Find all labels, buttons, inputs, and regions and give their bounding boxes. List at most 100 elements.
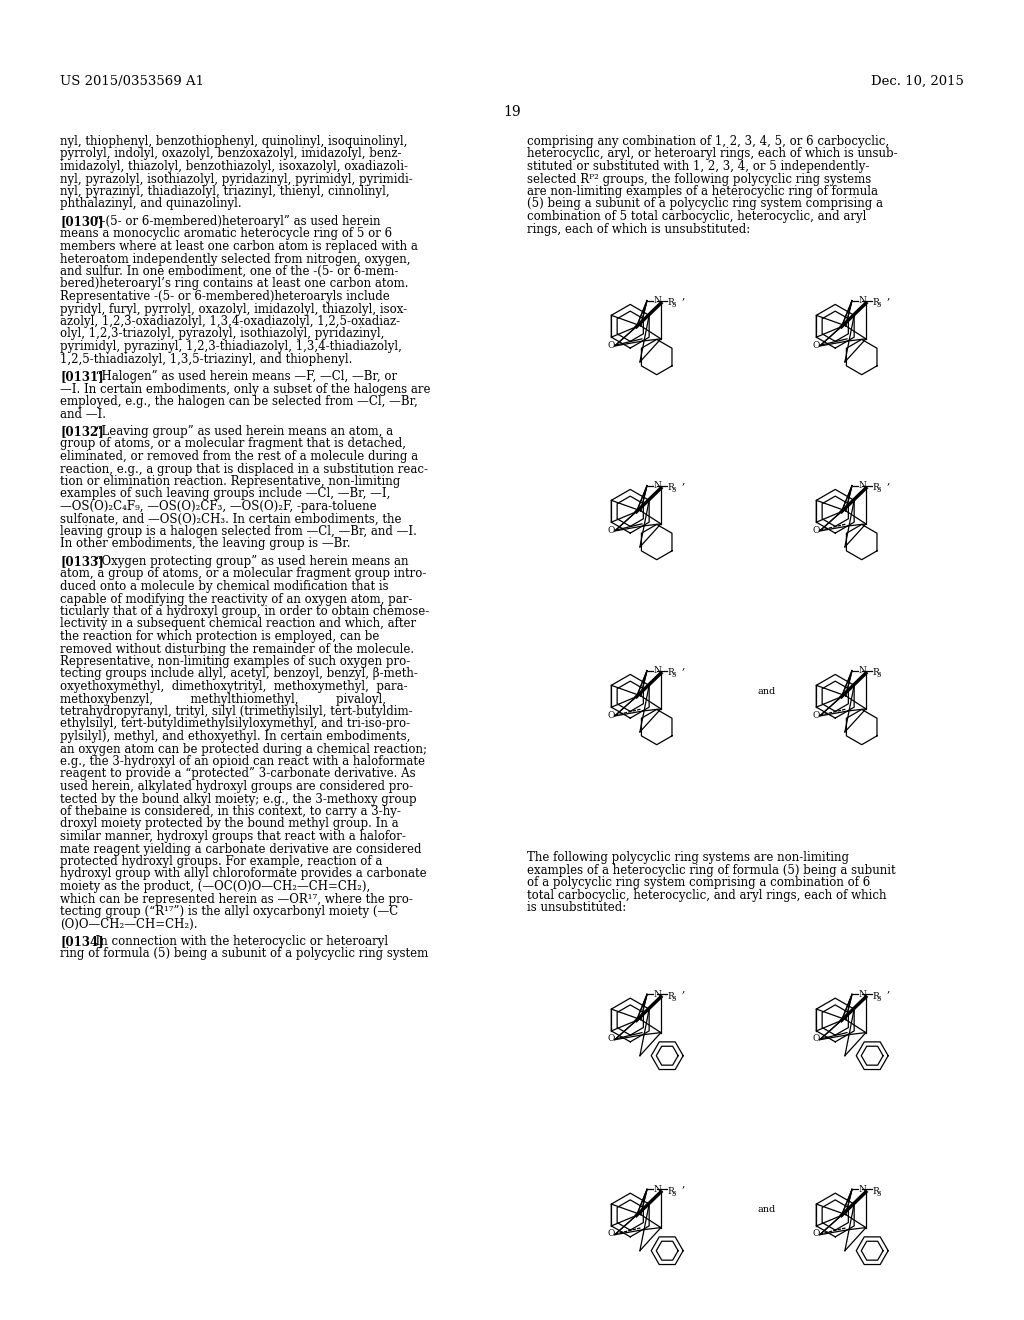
Text: nyl, pyrazolyl, isothiazolyl, pyridazinyl, pyrimidyl, pyrimidi-: nyl, pyrazolyl, isothiazolyl, pyridaziny… — [60, 173, 413, 186]
Text: O: O — [813, 1035, 820, 1043]
Text: O: O — [813, 710, 820, 719]
Text: 1,2,5-thiadiazolyl, 1,3,5-triazinyl, and thiophenyl.: 1,2,5-thiadiazolyl, 1,3,5-triazinyl, and… — [60, 352, 352, 366]
Text: protected hydroxyl groups. For example, reaction of a: protected hydroxyl groups. For example, … — [60, 855, 382, 869]
Text: tecting groups include allyl, acetyl, benzoyl, benzyl, β-meth-: tecting groups include allyl, acetyl, be… — [60, 668, 418, 681]
Text: R: R — [872, 298, 879, 306]
Text: ticularly that of a hydroxyl group, in order to obtain chemose-: ticularly that of a hydroxyl group, in o… — [60, 605, 429, 618]
Text: —I. In certain embodiments, only a subset of the halogens are: —I. In certain embodiments, only a subse… — [60, 383, 430, 396]
Text: 3: 3 — [672, 1189, 676, 1197]
Text: hydroxyl group with allyl chloroformate provides a carbonate: hydroxyl group with allyl chloroformate … — [60, 867, 427, 880]
Text: [0131]: [0131] — [60, 370, 103, 383]
Text: mate reagent yielding a carbonate derivative are considered: mate reagent yielding a carbonate deriva… — [60, 842, 422, 855]
Text: sulfonate, and —OS(O)₂CH₃. In certain embodiments, the: sulfonate, and —OS(O)₂CH₃. In certain em… — [60, 512, 401, 525]
Text: —OS(O)₂C₄F₉, —OS(O)₂CF₃, —OS(O)₂F, -para-toluene: —OS(O)₂C₄F₉, —OS(O)₂CF₃, —OS(O)₂F, -para… — [60, 500, 377, 513]
Text: examples of such leaving groups include —Cl, —Br, —I,: examples of such leaving groups include … — [60, 487, 390, 500]
Text: 3: 3 — [672, 486, 676, 494]
Text: The following polycyclic ring systems are non-limiting: The following polycyclic ring systems ar… — [527, 851, 849, 865]
Text: In other embodiments, the leaving group is —Br.: In other embodiments, the leaving group … — [60, 537, 350, 550]
Text: tected by the bound alkyl moiety; e.g., the 3-methoxy group: tected by the bound alkyl moiety; e.g., … — [60, 792, 417, 805]
Text: atom, a group of atoms, or a molecular fragment group intro-: atom, a group of atoms, or a molecular f… — [60, 568, 426, 581]
Text: ,: , — [682, 1179, 685, 1188]
Text: phthalazinyl, and quinazolinyl.: phthalazinyl, and quinazolinyl. — [60, 198, 242, 210]
Text: methoxybenzyl,          methylthiomethyl,          pivaloyl,: methoxybenzyl, methylthiomethyl, pivaloy… — [60, 693, 386, 705]
Text: selected Rᴾ² groups, the following polycyclic ring systems: selected Rᴾ² groups, the following polyc… — [527, 173, 871, 186]
Text: 3: 3 — [672, 301, 676, 309]
Text: Representative -(5- or 6-membered)heteroaryls include: Representative -(5- or 6-membered)hetero… — [60, 290, 390, 304]
Text: heteroatom independently selected from nitrogen, oxygen,: heteroatom independently selected from n… — [60, 252, 411, 265]
Text: the reaction for which protection is employed, can be: the reaction for which protection is emp… — [60, 630, 379, 643]
Text: N: N — [858, 667, 866, 675]
Text: R: R — [668, 298, 674, 306]
Text: nyl, thiophenyl, benzothiophenyl, quinolinyl, isoquinolinyl,: nyl, thiophenyl, benzothiophenyl, quinol… — [60, 135, 408, 148]
Text: [0130]: [0130] — [60, 215, 103, 228]
Text: azolyl, 1,2,3-oxadiazolyl, 1,3,4-oxadiazolyl, 1,2,5-oxadiaz-: azolyl, 1,2,3-oxadiazolyl, 1,3,4-oxadiaz… — [60, 315, 400, 327]
Text: eliminated, or removed from the rest of a molecule during a: eliminated, or removed from the rest of … — [60, 450, 418, 463]
Text: US 2015/0353569 A1: US 2015/0353569 A1 — [60, 75, 204, 88]
Text: are non-limiting examples of a heterocyclic ring of formula: are non-limiting examples of a heterocyc… — [527, 185, 878, 198]
Text: oxyethoxymethyl,  dimethoxytrityl,  methoxymethyl,  para-: oxyethoxymethyl, dimethoxytrityl, methox… — [60, 680, 408, 693]
Text: N: N — [858, 480, 866, 490]
Text: “-(5- or 6-membered)heteroaryl” as used herein: “-(5- or 6-membered)heteroaryl” as used … — [88, 215, 381, 228]
Text: ,: , — [682, 290, 685, 300]
Text: (O)O—CH₂—CH=CH₂).: (O)O—CH₂—CH=CH₂). — [60, 917, 198, 931]
Text: N: N — [653, 667, 662, 675]
Text: droxyl moiety protected by the bound methyl group. In a: droxyl moiety protected by the bound met… — [60, 817, 398, 830]
Text: capable of modifying the reactivity of an oxygen atom, par-: capable of modifying the reactivity of a… — [60, 593, 413, 606]
Text: N: N — [858, 990, 866, 999]
Text: bered)heteroaryl’s ring contains at least one carbon atom.: bered)heteroaryl’s ring contains at leas… — [60, 277, 409, 290]
Text: tecting group (“R¹⁷”) is the allyl oxycarbonyl moiety (—C: tecting group (“R¹⁷”) is the allyl oxyca… — [60, 906, 398, 917]
Text: duced onto a molecule by chemical modification that is: duced onto a molecule by chemical modifi… — [60, 579, 389, 593]
Text: O: O — [607, 710, 615, 719]
Text: R: R — [668, 668, 674, 677]
Text: ,: , — [682, 475, 685, 484]
Text: R: R — [668, 1187, 674, 1196]
Text: R: R — [668, 483, 674, 492]
Text: 3: 3 — [877, 1189, 882, 1197]
Text: and: and — [758, 1205, 776, 1214]
Text: e.g., the 3-hydroxyl of an opioid can react with a haloformate: e.g., the 3-hydroxyl of an opioid can re… — [60, 755, 425, 768]
Text: “Halogen” as used herein means —F, —Cl, —Br, or: “Halogen” as used herein means —F, —Cl, … — [88, 370, 397, 383]
Text: imidazolyl, thiazolyl, benzothiazolyl, isoxazolyl, oxadiazoli-: imidazolyl, thiazolyl, benzothiazolyl, i… — [60, 160, 408, 173]
Text: nyl, pyrazinyl, thiadiazolyl, triazinyl, thienyl, cinnolinyl,: nyl, pyrazinyl, thiadiazolyl, triazinyl,… — [60, 185, 389, 198]
Text: ,: , — [682, 660, 685, 669]
Text: and —I.: and —I. — [60, 408, 106, 421]
Text: group of atoms, or a molecular fragment that is detached,: group of atoms, or a molecular fragment … — [60, 437, 406, 450]
Text: O: O — [607, 1229, 615, 1238]
Text: pyrrolyl, indolyl, oxazolyl, benzoxazolyl, imidazolyl, benz-: pyrrolyl, indolyl, oxazolyl, benzoxazoly… — [60, 148, 401, 161]
Text: [0133]: [0133] — [60, 554, 103, 568]
Text: and: and — [758, 686, 776, 696]
Text: removed without disturbing the remainder of the molecule.: removed without disturbing the remainder… — [60, 643, 414, 656]
Text: Representative, non-limiting examples of such oxygen pro-: Representative, non-limiting examples of… — [60, 655, 411, 668]
Text: used herein, alkylated hydroxyl groups are considered pro-: used herein, alkylated hydroxyl groups a… — [60, 780, 413, 793]
Text: tetrahydropyranyl, trityl, silyl (trimethylsilyl, tert-butyldim-: tetrahydropyranyl, trityl, silyl (trimet… — [60, 705, 413, 718]
Text: ethylsilyl, tert-butyldimethylsilyloxymethyl, and tri-iso-pro-: ethylsilyl, tert-butyldimethylsilyloxyme… — [60, 718, 411, 730]
Text: pylsilyl), methyl, and ethoxyethyl. In certain embodiments,: pylsilyl), methyl, and ethoxyethyl. In c… — [60, 730, 411, 743]
Text: R: R — [668, 991, 674, 1001]
Text: is unsubstituted:: is unsubstituted: — [527, 902, 627, 915]
Text: R: R — [872, 483, 879, 492]
Text: N: N — [858, 1185, 866, 1193]
Text: R: R — [872, 991, 879, 1001]
Text: 3: 3 — [672, 994, 676, 1003]
Text: N: N — [653, 296, 662, 305]
Text: O: O — [607, 525, 615, 535]
Text: pyrimidyl, pyrazinyl, 1,2,3-thiadiazolyl, 1,3,4-thiadiazolyl,: pyrimidyl, pyrazinyl, 1,2,3-thiadiazolyl… — [60, 341, 401, 352]
Text: R: R — [872, 1187, 879, 1196]
Text: of a polycyclic ring system comprising a combination of 6: of a polycyclic ring system comprising a… — [527, 876, 870, 890]
Text: similar manner, hydroxyl groups that react with a halofor-: similar manner, hydroxyl groups that rea… — [60, 830, 406, 843]
Text: N: N — [858, 296, 866, 305]
Text: O: O — [813, 525, 820, 535]
Text: “Oxygen protecting group” as used herein means an: “Oxygen protecting group” as used herein… — [88, 554, 409, 568]
Text: O: O — [607, 1035, 615, 1043]
Text: an oxygen atom can be protected during a chemical reaction;: an oxygen atom can be protected during a… — [60, 742, 427, 755]
Text: examples of a heterocyclic ring of formula (5) being a subunit: examples of a heterocyclic ring of formu… — [527, 863, 896, 876]
Text: [0132]: [0132] — [60, 425, 103, 438]
Text: reagent to provide a “protected” 3-carbonate derivative. As: reagent to provide a “protected” 3-carbo… — [60, 767, 416, 780]
Text: combination of 5 total carbocyclic, heterocyclic, and aryl: combination of 5 total carbocyclic, hete… — [527, 210, 866, 223]
Text: means a monocyclic aromatic heterocycle ring of 5 or 6: means a monocyclic aromatic heterocycle … — [60, 227, 392, 240]
Text: which can be represented herein as —OR¹⁷, where the pro-: which can be represented herein as —OR¹⁷… — [60, 892, 413, 906]
Text: employed, e.g., the halogen can be selected from —Cl, —Br,: employed, e.g., the halogen can be selec… — [60, 395, 418, 408]
Text: N: N — [653, 990, 662, 999]
Text: moiety as the product, (—OC(O)O—CH₂—CH=CH₂),: moiety as the product, (—OC(O)O—CH₂—CH=C… — [60, 880, 371, 894]
Text: In connection with the heterocyclic or heteroaryl: In connection with the heterocyclic or h… — [88, 935, 388, 948]
